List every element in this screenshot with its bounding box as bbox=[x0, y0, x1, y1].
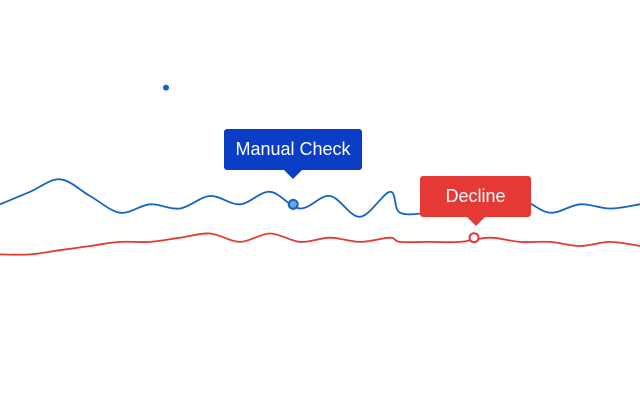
series-line-0 bbox=[0, 179, 640, 217]
annotation-decline: Decline bbox=[420, 176, 531, 217]
highlight-point-0[interactable] bbox=[289, 200, 298, 209]
annotation-manual-check: Manual Check bbox=[224, 129, 362, 170]
series-line-1 bbox=[0, 233, 640, 254]
isolated-point-0[interactable] bbox=[163, 85, 169, 91]
highlight-point-1[interactable] bbox=[470, 233, 479, 242]
